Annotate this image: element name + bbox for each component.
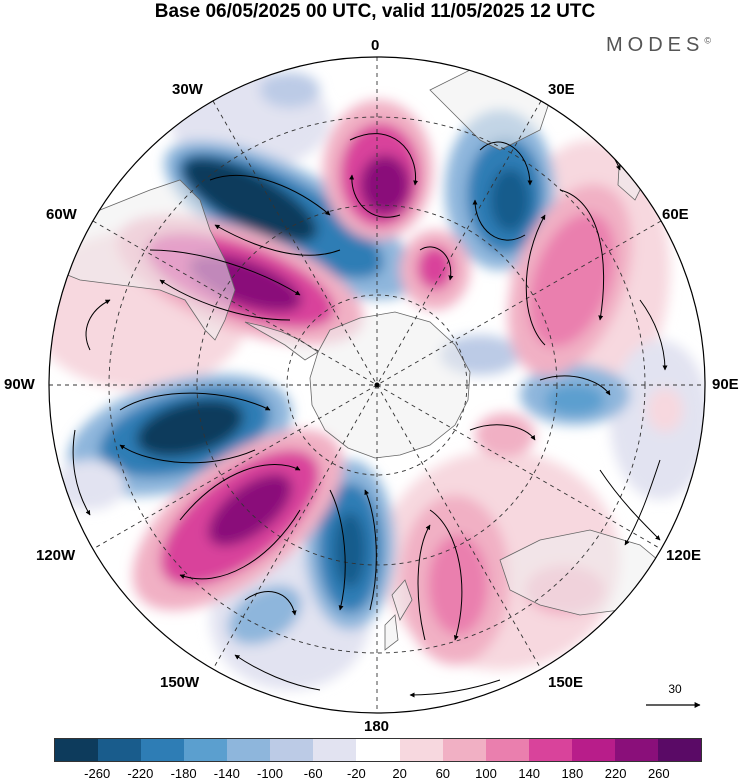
colorbar-tick-label: -100 — [256, 766, 284, 781]
new-zealand — [384, 579, 413, 651]
negative-lobe-1 — [164, 140, 416, 300]
lon-label-60w: 60W — [46, 206, 77, 223]
colorbar-swatch-14 — [657, 739, 701, 761]
colorbar-tick-label: -60 — [303, 766, 323, 781]
colorbar-swatch-12 — [571, 739, 615, 761]
colorbar-tick-label: 140 — [518, 766, 541, 781]
polar-map — [48, 56, 706, 714]
lon-label-90e: 90E — [712, 376, 739, 393]
lon-label-150e: 150E — [548, 674, 584, 691]
positive-lobe-2 — [323, 100, 433, 240]
lon-label-30w: 30W — [172, 81, 203, 98]
colorbar-ticks: -260 -220 -180 -140 -100 -60 -20 20 60 100 140 180 2… — [0, 766, 750, 782]
colorbar — [54, 738, 702, 762]
colorbar-tick-label: 100 — [475, 766, 497, 781]
lon-label-90w: 90W — [4, 376, 35, 393]
colorbar-swatch-9 — [442, 739, 486, 761]
brand-name: MODES — [606, 34, 705, 56]
colorbar-tick-label: -220 — [127, 766, 154, 781]
colorbar-swatch-6 — [313, 739, 357, 761]
colorbar-tick-label: -180 — [170, 766, 197, 781]
colorbar-tick-label: 180 — [561, 766, 584, 781]
colorbar-swatch-5 — [270, 739, 314, 761]
lon-label-30e: 30E — [548, 81, 575, 98]
lon-label-180: 180 — [364, 718, 390, 735]
colorbar-tick-label: 260 — [647, 766, 670, 781]
lon-label-0: 0 — [371, 37, 380, 54]
coastlines — [54, 69, 671, 651]
reference-vector-label: 30 — [668, 682, 682, 696]
colorbar-swatch-0 — [55, 739, 99, 761]
colorbar-tick-label: 220 — [604, 766, 627, 781]
colorbar-swatch-13 — [614, 739, 658, 761]
colorbar-swatch-8 — [399, 739, 443, 761]
colorbar-swatch-1 — [98, 739, 142, 761]
south-pole-marker — [374, 382, 380, 388]
reference-vector: 30 — [640, 682, 710, 718]
colorbar-swatch-2 — [141, 739, 185, 761]
positive-lobe-5 — [400, 495, 510, 665]
colorbar-swatch-3 — [184, 739, 228, 761]
lon-label-60e: 60E — [662, 206, 689, 223]
positive-lobe-6 — [400, 230, 470, 310]
colorbar-tick-label: 60 — [435, 766, 451, 781]
negative-lobe-2 — [445, 110, 555, 270]
colorbar-tick-label: 20 — [392, 766, 407, 781]
lon-label-150w: 150W — [160, 674, 200, 691]
colorbar-swatch-4 — [227, 739, 271, 761]
colorbar-tick-label: -20 — [346, 766, 366, 781]
map-title: Base 06/05/2025 00 UTC, valid 11/05/2025… — [154, 1, 596, 22]
colorbar-tick-label: -140 — [213, 766, 240, 781]
negative-lobe-5 — [520, 365, 630, 425]
colorbar-swatch-7 — [356, 739, 400, 761]
south-america — [54, 179, 236, 341]
positive-lobe-4 — [132, 429, 344, 611]
lon-label-120w: 120W — [36, 547, 76, 564]
brand-logo: MODES© — [606, 34, 711, 57]
map-boundary — [48, 56, 706, 714]
antarctica — [309, 311, 471, 459]
lon-label-120e: 120E — [666, 547, 702, 564]
anomaly-field — [49, 57, 705, 713]
brand-copyright-mark: © — [704, 35, 711, 46]
colorbar-swatch-11 — [528, 739, 572, 761]
colorbar-swatch-10 — [485, 739, 529, 761]
colorbar-tick-label: -260 — [84, 766, 111, 781]
positive-lobe-3 — [508, 184, 632, 376]
